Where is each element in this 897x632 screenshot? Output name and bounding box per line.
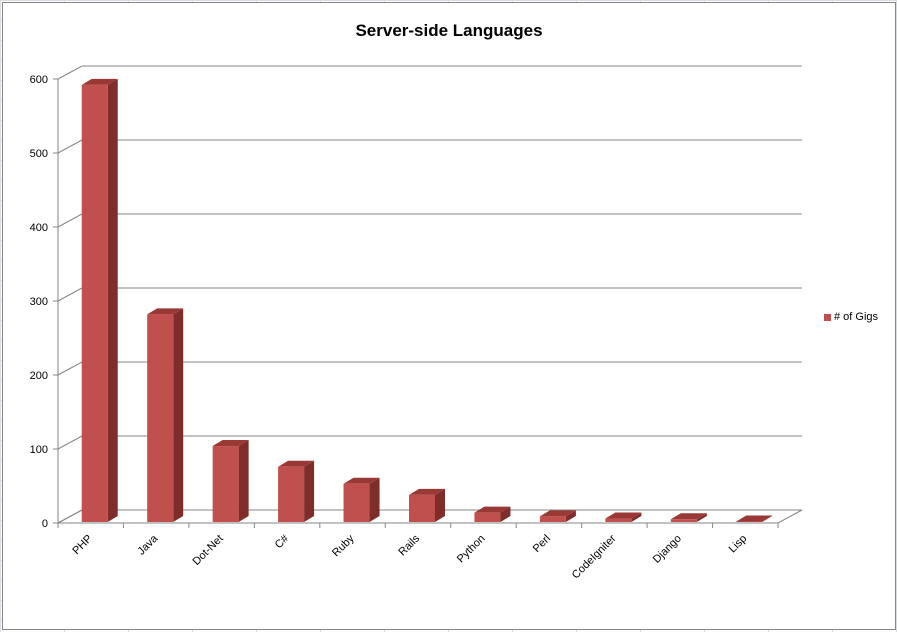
wall-gridline: [57, 287, 83, 302]
x-tick-label: Python: [455, 533, 488, 566]
bar-top: [474, 506, 511, 513]
bar: [278, 466, 305, 522]
bar: [670, 519, 697, 522]
bar-side: [696, 513, 707, 522]
bar-top: [81, 78, 118, 85]
y-tick-label: 600: [30, 74, 48, 86]
bar-side: [107, 78, 118, 523]
bar-top: [670, 513, 707, 520]
bar-top: [539, 510, 576, 517]
bar-side: [762, 515, 773, 522]
bar-top: [212, 440, 249, 447]
y-tick-label: 200: [30, 370, 48, 382]
wall-gridline: [57, 65, 83, 80]
wall-gridline: [57, 361, 83, 376]
bar-top: [278, 460, 315, 467]
y-tick-label: 300: [30, 296, 48, 308]
x-tick-label: Java: [135, 532, 161, 558]
bar-top: [409, 488, 445, 495]
x-tick-label: C#: [273, 532, 292, 551]
bar: [147, 314, 174, 522]
bar-top: [147, 308, 184, 315]
bar-side: [369, 477, 380, 522]
bar-top: [736, 515, 773, 522]
x-tick-label: Rails: [396, 532, 422, 558]
bar: [81, 84, 108, 523]
x-tick-label: Ruby: [330, 532, 357, 559]
x-tick-label: PHP: [70, 533, 94, 557]
legend-label: # of Gigs: [834, 311, 879, 324]
bar-side: [500, 506, 511, 522]
bar: [474, 512, 501, 522]
bar: [605, 518, 632, 522]
chart-floor: [57, 509, 803, 524]
chart-title: Server-side Languages: [355, 21, 543, 40]
bar-side: [304, 460, 315, 522]
bar-side: [435, 488, 445, 522]
legend-swatch: [824, 313, 831, 321]
x-tick-label: Dot-Net: [190, 533, 225, 568]
legend[interactable]: # of Gigs: [824, 311, 878, 323]
x-tick-label: Lisp: [727, 533, 750, 556]
bar: [212, 446, 239, 522]
bar-side: [565, 510, 576, 522]
bar: [343, 483, 370, 522]
bar-top: [605, 512, 642, 519]
x-tick-label: CodeIgniter: [570, 532, 619, 581]
wall-gridline: [57, 139, 83, 154]
x-tick-label: Perl: [531, 533, 553, 555]
y-tick-label: 100: [30, 444, 48, 456]
y-tick-label: 400: [30, 222, 48, 234]
y-tick-label: 0: [42, 518, 48, 530]
bar-side: [173, 308, 184, 522]
y-tick-label: 500: [30, 148, 48, 160]
bar-side: [631, 512, 642, 522]
wall-gridline: [57, 213, 83, 228]
x-tick-label: Django: [651, 533, 684, 566]
bar: [409, 494, 435, 522]
chart-plot: 0 100 200 300 400 500 600 PHP Java Dot-Net C# Ruby R…: [30, 65, 803, 581]
bar-top: [343, 477, 380, 484]
bar: [539, 516, 566, 522]
wall-gridline: [57, 435, 83, 450]
bar-side: [238, 440, 249, 522]
